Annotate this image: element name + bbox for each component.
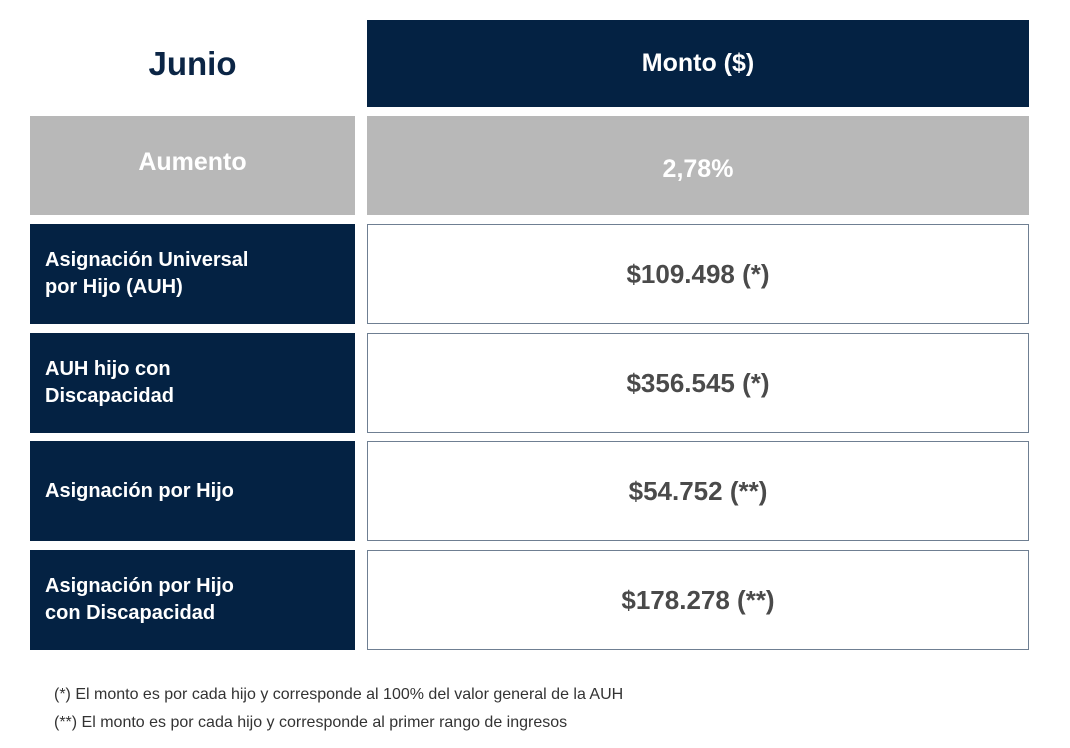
row-label-asignacion-hijo: Asignación por Hijo xyxy=(30,441,355,541)
row-label-auh-discapacidad: AUH hijo con Discapacidad xyxy=(30,333,355,433)
row-label-line: por Hijo (AUH) xyxy=(45,276,183,298)
increase-value: 2,78% xyxy=(367,116,1029,215)
row-label-line: Asignación Universal xyxy=(45,249,249,271)
row-label-line: con Discapacidad xyxy=(45,602,216,624)
footnotes: (*) El monto es por cada hijo y correspo… xyxy=(54,681,1014,737)
row-label-line: AUH hijo con xyxy=(45,358,171,380)
row-label-asignacion-hijo-discapacidad: Asignación por Hijo con Discapacidad xyxy=(30,550,355,650)
row-value-asignacion-hijo: $54.752 (**) xyxy=(367,441,1029,541)
footnote: (**) El monto es por cada hijo y corresp… xyxy=(54,714,568,731)
amount-column-header: Monto ($) xyxy=(367,20,1029,107)
footnote: (*) El monto es por cada hijo y correspo… xyxy=(54,686,624,703)
row-label-line: Asignación por Hijo xyxy=(45,479,234,502)
row-value-auh-discapacidad: $356.545 (*) xyxy=(367,333,1029,433)
row-label-line: Discapacidad xyxy=(45,385,174,407)
row-label-auh: Asignación Universal por Hijo (AUH) xyxy=(30,224,355,324)
row-value-asignacion-hijo-discapacidad: $178.278 (**) xyxy=(367,550,1029,650)
row-label-line: Asignación por Hijo xyxy=(45,575,234,597)
increase-label: Aumento xyxy=(30,116,355,215)
row-value-auh: $109.498 (*) xyxy=(367,224,1029,324)
table-title: Junio xyxy=(148,44,237,82)
